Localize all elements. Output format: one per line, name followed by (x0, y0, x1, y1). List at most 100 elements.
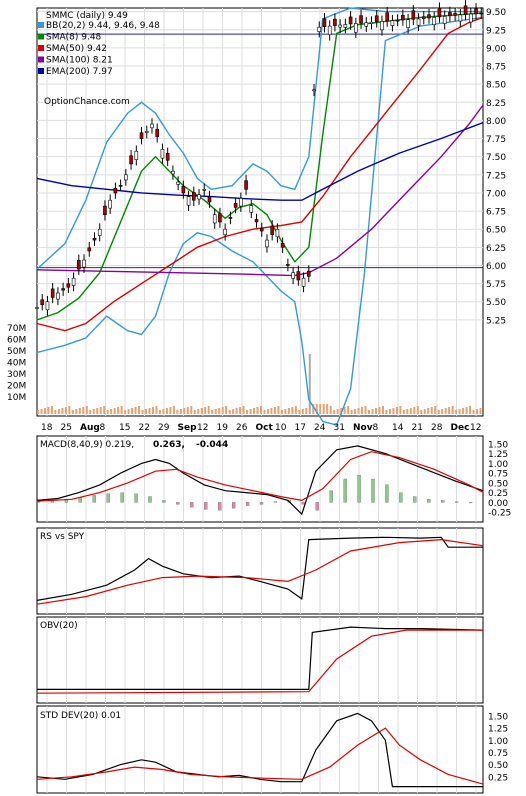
macd-signal-value: 0.263, (153, 440, 185, 450)
volume-bar (151, 407, 154, 414)
volume-bar (214, 409, 217, 414)
volume-bar (253, 408, 256, 414)
volume-bar (134, 407, 137, 414)
price-series-ema-200- (36, 121, 484, 201)
volume-bar (326, 404, 329, 414)
std-y-tick-label: 0.75 (488, 749, 508, 759)
volume-bar (347, 406, 350, 414)
obv-panel (36, 616, 484, 704)
candle-body (259, 228, 264, 232)
macd-histogram-bar (441, 500, 445, 503)
macd-y-tick-label: 0.50 (488, 479, 508, 489)
macd-histogram-bar (162, 500, 166, 503)
volume-bar (395, 407, 398, 414)
price-series-bb-upper (36, 7, 483, 270)
obv-sma-line (36, 629, 483, 694)
candle-body (348, 16, 353, 25)
candle-body (249, 205, 254, 213)
volume-bar (71, 410, 74, 414)
candle-body (280, 243, 285, 248)
macd-histogram-bar (78, 497, 82, 503)
volume-bar (113, 408, 116, 414)
candle-body (343, 24, 348, 28)
candle-body (380, 21, 384, 31)
price-x-tick-label: 12 (197, 423, 208, 433)
candle-body (306, 270, 311, 277)
volume-bar (186, 407, 189, 414)
volume-bar (249, 409, 252, 414)
volume-bar (37, 410, 39, 414)
price-y-tick-label: 8.00 (486, 117, 506, 127)
candle-body (437, 7, 442, 18)
candle-body (301, 277, 306, 287)
candle-body (118, 185, 123, 187)
legend-entry: SMA(50) 9.42 (46, 44, 107, 54)
rs-title: RS vs SPY (40, 532, 85, 542)
candle-body (212, 214, 217, 224)
macd-histogram-bar (329, 490, 333, 503)
price-x-tick-label: 28 (431, 423, 443, 433)
volume-bar (235, 408, 238, 414)
macd-title: MACD(8,40,9) 0.219, (40, 440, 134, 450)
legend-swatch (38, 45, 44, 51)
volume-bar (343, 407, 346, 414)
volume-bar (172, 406, 175, 414)
volume-bar (312, 404, 315, 414)
volume-bar (141, 410, 144, 414)
volume-bar (427, 408, 430, 414)
volume-bar (75, 409, 78, 414)
volume-bar (78, 408, 81, 414)
watermark-text: OptionChance.com (44, 97, 130, 107)
price-y-tick-label: 7.75 (486, 135, 506, 145)
macd-histogram-bar (454, 501, 459, 503)
std-line (36, 712, 483, 788)
volume-bar (193, 410, 196, 414)
candle-body (124, 174, 128, 181)
candle-body (296, 271, 301, 281)
candle-body (254, 219, 259, 223)
candle-body (421, 16, 426, 19)
candle-body (50, 288, 55, 298)
volume-bar (64, 407, 67, 414)
obv-title: OBV(20) (40, 621, 78, 631)
volume-y-tick-label: 40M (7, 359, 26, 369)
volume-bar (277, 406, 280, 414)
volume-bar (361, 407, 364, 414)
volume-bar (54, 410, 57, 414)
price-x-tick-label: 25 (61, 423, 72, 433)
candle-body (239, 198, 243, 207)
volume-bar (190, 406, 193, 414)
volume-bar (298, 410, 301, 414)
volume-bar (371, 409, 374, 414)
candle-body (191, 192, 196, 201)
volume-bar (413, 407, 416, 414)
legend-swatch (38, 22, 44, 28)
volume-y-tick-label: 60M (7, 336, 26, 346)
price-x-tick-label: 22 (139, 423, 150, 433)
volume-bar (127, 409, 130, 414)
std-title: STD DEV(20) 0.01 (40, 711, 121, 721)
candle-body (270, 225, 274, 235)
volume-bar (441, 409, 444, 414)
candle-body (327, 25, 332, 36)
volume-y-tick-label: 30M (7, 370, 26, 380)
macd-y-tick-label: -0.25 (488, 509, 511, 519)
candle-body (207, 196, 212, 203)
volume-bar (57, 409, 60, 414)
volume-bar (357, 408, 360, 414)
candle-body (134, 150, 139, 160)
price-y-tick-label: 7.50 (486, 153, 506, 163)
candle-body (171, 170, 175, 175)
volume-bar (381, 406, 384, 414)
price-x-tick-label: 18 (41, 423, 53, 433)
volume-bar (148, 408, 151, 414)
volume-bar (50, 406, 53, 414)
volume-bar (444, 408, 447, 414)
price-title: SMMC (daily) 9.49 (46, 11, 128, 21)
price-y-tick-label: 8.50 (486, 81, 506, 91)
candle-body (265, 239, 269, 248)
volume-bar (402, 410, 405, 414)
macd-histogram-bar (218, 502, 222, 511)
volume-bar (256, 407, 259, 414)
macd-histogram-bar (204, 502, 208, 510)
